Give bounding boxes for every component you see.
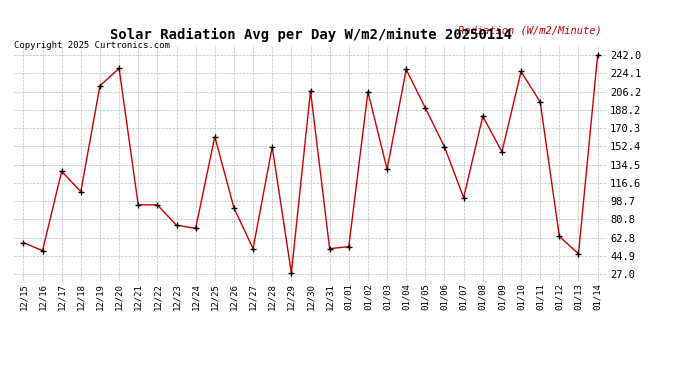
Text: Copyright 2025 Curtronics.com: Copyright 2025 Curtronics.com bbox=[14, 41, 170, 50]
Text: Radiation (W/m2/Minute): Radiation (W/m2/Minute) bbox=[457, 26, 601, 36]
Title: Solar Radiation Avg per Day W/m2/minute 20250114: Solar Radiation Avg per Day W/m2/minute … bbox=[110, 28, 511, 42]
